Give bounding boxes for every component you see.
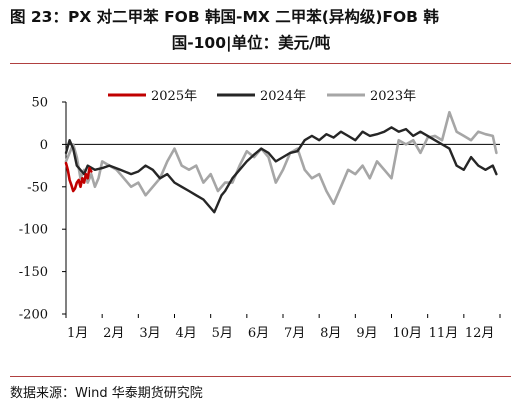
y-tick-label: -100 xyxy=(19,223,48,238)
chart-title: 图 23：PX 对二甲苯 FOB 韩国-MX 二甲苯(异构级)FOB 韩 国-1… xyxy=(10,4,510,56)
y-tick-label: -200 xyxy=(19,308,48,323)
x-tick-label: 8月 xyxy=(320,326,341,341)
y-tick-label: 50 xyxy=(31,96,48,111)
footer-divider xyxy=(10,376,511,377)
x-tick-label: 11月 xyxy=(429,326,459,341)
x-tick-label: 9月 xyxy=(356,326,377,341)
series-line-2024 xyxy=(64,126,498,214)
x-tick-label: 4月 xyxy=(176,326,197,341)
title-divider xyxy=(10,63,511,64)
data-source-note: 数据来源：Wind 华泰期货研究院 xyxy=(10,386,203,401)
y-tick-label: 0 xyxy=(40,138,48,153)
legend-label: 2023年 xyxy=(370,89,416,104)
y-tick-label: -50 xyxy=(27,180,48,195)
chart-title-line1: 图 23：PX 对二甲苯 FOB 韩国-MX 二甲苯(异构级)FOB 韩 xyxy=(10,8,439,26)
x-tick-label: 6月 xyxy=(248,326,269,341)
x-tick-label: 10月 xyxy=(393,326,423,341)
legend-label: 2025年 xyxy=(151,89,197,104)
y-tick-label: -150 xyxy=(19,265,48,280)
series-line-2025 xyxy=(64,161,93,193)
x-tick-label: 12月 xyxy=(465,326,495,341)
legend-label: 2024年 xyxy=(260,89,306,104)
x-tick-label: 3月 xyxy=(139,326,160,341)
chart-title-line2: 国-100|单位：美元/吨 xyxy=(171,34,331,52)
x-tick-label: 2月 xyxy=(103,326,124,341)
x-tick-label: 1月 xyxy=(67,326,88,341)
x-tick-label: 7月 xyxy=(284,326,305,341)
x-tick-label: 5月 xyxy=(212,326,233,341)
